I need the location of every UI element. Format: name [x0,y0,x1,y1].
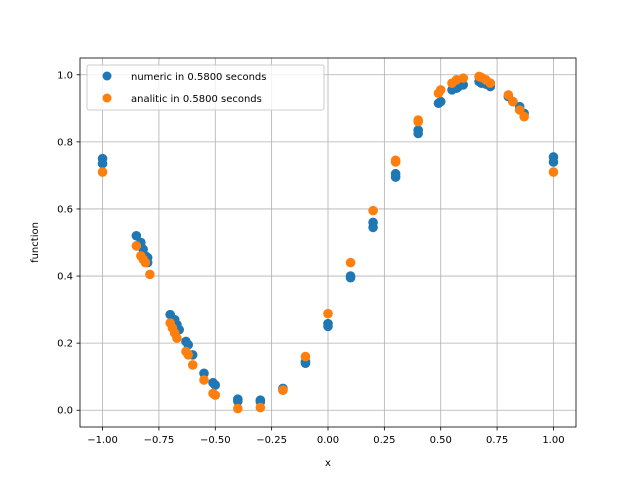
data-point [458,73,469,83]
legend-label-numeric: numeric in 0.5800 seconds [131,72,266,83]
data-point [323,321,333,332]
data-point [145,269,155,280]
grid-lines [80,58,576,427]
data-point [97,167,108,177]
data-point [300,351,311,362]
data-point [508,96,518,107]
data-point [413,128,423,139]
x-tick-label: −0.50 [200,435,231,446]
x-tick-label: 0.50 [430,435,452,446]
data-point [97,158,108,169]
x-tick-label: 0.00 [317,435,339,446]
y-tick-label: 0.8 [57,137,73,148]
data-point [345,272,356,283]
axis-ticks: −1.00 −0.75 −0.50 −0.25 0.00 0.25 0.50 0.75 1.00… [57,70,564,446]
legend-box [86,64,325,111]
legend-marker-numeric [102,71,112,81]
y-tick-label: 0.0 [57,406,73,417]
data-point [458,80,469,90]
series-1 [97,71,559,414]
data-point [278,385,288,395]
data-point [323,308,333,319]
x-tick-label: −1.00 [87,435,118,446]
data-point [548,167,559,177]
data-point [368,205,378,216]
data-point [255,402,266,413]
y-tick-label: 1.0 [57,70,73,81]
y-tick-label: 0.6 [57,204,73,215]
x-tick-label: 0.25 [373,435,395,446]
legend-label-analitic: analitic in 0.5800 seconds [131,94,262,105]
x-axis-label: x [325,458,331,469]
data-point [233,396,243,406]
data-point [390,157,401,167]
data-point [183,350,194,360]
data-point [390,172,401,182]
data-point [199,368,209,379]
data-point [210,380,221,390]
data-point [187,360,198,370]
legend-marker-analitic [102,93,112,103]
data-point [345,257,356,268]
y-tick-label: 0.4 [57,272,73,283]
data-points [97,71,559,414]
data-point [519,111,529,122]
data-point [300,358,311,369]
data-point [485,78,496,88]
data-point [413,116,423,127]
data-point [172,333,182,343]
x-tick-label: 0.75 [486,435,508,446]
legend: numeric in 0.5800 seconds analitic in 0.… [86,64,325,111]
data-point [199,375,209,385]
data-point [435,85,446,95]
y-tick-label: 0.2 [57,339,73,350]
x-tick-label: −0.75 [144,435,175,446]
y-axis-label: function [30,222,41,263]
data-point [435,96,446,107]
data-point [368,222,378,233]
data-point [131,241,142,251]
x-tick-label: −0.25 [256,435,287,446]
data-point [140,257,151,268]
data-point [233,403,243,414]
data-point [548,157,559,167]
x-tick-label: 1.00 [542,435,564,446]
data-point [210,390,221,400]
